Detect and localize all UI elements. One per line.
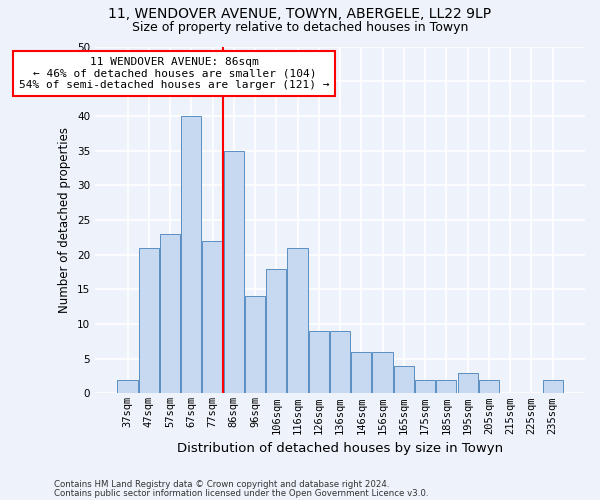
- Bar: [394, 366, 414, 394]
- Bar: [266, 268, 286, 394]
- Text: Contains public sector information licensed under the Open Government Licence v3: Contains public sector information licen…: [54, 488, 428, 498]
- Bar: [287, 248, 308, 394]
- Bar: [160, 234, 180, 394]
- Text: Contains HM Land Registry data © Crown copyright and database right 2024.: Contains HM Land Registry data © Crown c…: [54, 480, 389, 489]
- Bar: [245, 296, 265, 394]
- Bar: [351, 352, 371, 394]
- Text: 11, WENDOVER AVENUE, TOWYN, ABERGELE, LL22 9LP: 11, WENDOVER AVENUE, TOWYN, ABERGELE, LL…: [109, 8, 491, 22]
- Bar: [224, 150, 244, 394]
- Bar: [139, 248, 159, 394]
- Y-axis label: Number of detached properties: Number of detached properties: [58, 127, 71, 313]
- Bar: [202, 241, 223, 394]
- Text: Size of property relative to detached houses in Towyn: Size of property relative to detached ho…: [132, 21, 468, 34]
- Bar: [118, 380, 137, 394]
- Bar: [542, 380, 563, 394]
- Bar: [479, 380, 499, 394]
- Text: 11 WENDOVER AVENUE: 86sqm
← 46% of detached houses are smaller (104)
54% of semi: 11 WENDOVER AVENUE: 86sqm ← 46% of detac…: [19, 57, 329, 90]
- Bar: [181, 116, 202, 394]
- X-axis label: Distribution of detached houses by size in Towyn: Distribution of detached houses by size …: [177, 442, 503, 455]
- Bar: [309, 331, 329, 394]
- Bar: [458, 372, 478, 394]
- Bar: [330, 331, 350, 394]
- Bar: [415, 380, 435, 394]
- Bar: [436, 380, 457, 394]
- Bar: [373, 352, 392, 394]
